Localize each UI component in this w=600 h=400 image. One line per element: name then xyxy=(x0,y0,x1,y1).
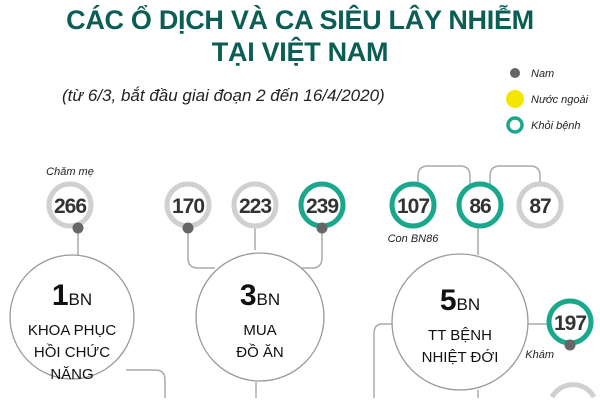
legend-item: Nước ngoài xyxy=(506,90,589,108)
connector xyxy=(126,369,166,398)
cluster-ring xyxy=(9,254,135,380)
patient-note: Khám xyxy=(525,349,554,361)
patient-266: 266 Chăm mẹ xyxy=(46,166,94,234)
yellow-dot-icon xyxy=(506,90,524,108)
cluster-label: HỒI CHỨC xyxy=(34,343,110,361)
count-unit: BN xyxy=(257,290,281,309)
cluster-ring xyxy=(195,252,325,382)
patient-ring-partial xyxy=(549,382,597,399)
count-value: 5 xyxy=(440,284,457,317)
cluster-count: 1BN xyxy=(52,279,92,312)
cluster-label: ĐỒ ĂN xyxy=(236,343,284,361)
connectors xyxy=(77,165,548,398)
patient-107: 107 Con BN86 xyxy=(388,181,440,245)
cluster-circle: 5BN TT BỆNH NHIỆT ĐỚI xyxy=(391,253,529,391)
patient-87: 87 xyxy=(516,181,564,229)
patient-ring xyxy=(389,181,437,229)
connector xyxy=(187,228,215,269)
patient-id: 223 xyxy=(239,195,271,218)
patient-id: 170 xyxy=(172,195,204,218)
patient-197: 197 Khám xyxy=(525,298,594,361)
connector xyxy=(417,165,471,184)
patient-note: Con BN86 xyxy=(388,233,440,245)
patient-id: 239 xyxy=(306,195,338,218)
cluster-circle: 3BN MUA ĐỒ ĂN xyxy=(195,252,325,382)
title-line-1: CÁC Ổ DỊCH VÀ CA SIÊU LÂY NHIỄM xyxy=(66,5,534,35)
count-value: 3 xyxy=(240,279,257,312)
page-title: CÁC Ổ DỊCH VÀ CA SIÊU LÂY NHIỄM TẠI VIỆT… xyxy=(0,4,600,68)
connector xyxy=(302,228,323,269)
count-unit: BN xyxy=(457,295,481,314)
cluster-label: NHIỆT ĐỚI xyxy=(422,349,499,366)
patient-id: 86 xyxy=(469,195,491,218)
cluster-count: 3BN xyxy=(240,279,280,312)
patient-ring xyxy=(46,181,94,229)
patient-id: 107 xyxy=(397,195,429,218)
male-dot-icon xyxy=(182,222,194,234)
legend-label: Nam xyxy=(531,68,554,80)
cluster-count: 5BN xyxy=(440,284,480,317)
patient-86: 86 xyxy=(456,181,504,229)
gray-dot-icon xyxy=(510,68,520,78)
patient-note: Chăm mẹ xyxy=(46,166,94,178)
cluster-label: MUA xyxy=(243,322,276,339)
subtitle: (từ 6/3, bắt đầu giai đoạn 2 đến 16/4/20… xyxy=(62,86,385,105)
count-value: 1 xyxy=(52,279,69,312)
patient-239: 239 xyxy=(298,181,346,234)
male-dot-icon xyxy=(72,222,84,234)
cluster-label: NĂNG xyxy=(50,366,93,383)
cluster-label: TT BỆNH xyxy=(428,327,492,344)
count-unit: BN xyxy=(69,290,93,309)
legend-label: Khỏi bệnh xyxy=(531,120,581,132)
male-dot-icon xyxy=(564,339,576,351)
title-line-2: TẠI VIỆT NAM xyxy=(211,37,389,67)
cluster-circle: 1BN KHOA PHỤC HỒI CHỨC NĂNG xyxy=(9,254,135,383)
cluster-ring xyxy=(391,253,529,391)
patient-id: 266 xyxy=(54,195,86,218)
patient-170: 170 xyxy=(164,181,212,234)
legend-item: Khỏi bệnh xyxy=(506,116,581,134)
patient-id: 87 xyxy=(529,195,551,218)
legend-item: Nam xyxy=(510,68,554,80)
teal-ring-icon xyxy=(506,116,524,134)
patient-ring xyxy=(231,181,279,229)
patient-ring xyxy=(516,181,564,229)
male-dot-icon xyxy=(316,222,328,234)
legend-label: Nước ngoài xyxy=(531,94,589,106)
patient-ring xyxy=(456,181,504,229)
connector xyxy=(373,323,392,398)
patient-id: 197 xyxy=(554,312,586,335)
cluster-label: KHOA PHỤC xyxy=(28,322,117,339)
connector xyxy=(489,165,541,184)
patient-223: 223 xyxy=(231,181,279,229)
